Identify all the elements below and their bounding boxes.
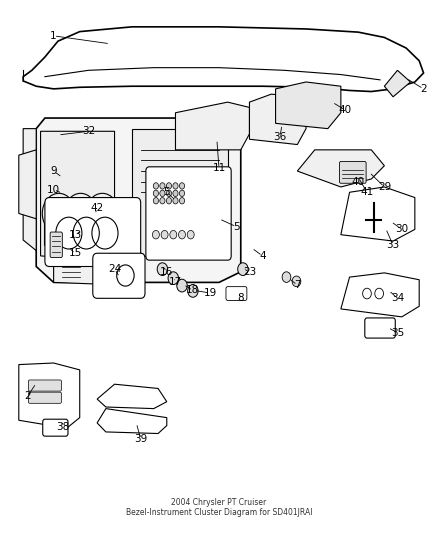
Circle shape: [170, 230, 177, 239]
Text: 36: 36: [273, 132, 286, 142]
Text: 35: 35: [391, 328, 404, 338]
Text: 2: 2: [420, 84, 427, 94]
Circle shape: [166, 190, 172, 197]
Circle shape: [238, 263, 248, 276]
Circle shape: [173, 190, 178, 197]
Text: 10: 10: [47, 184, 60, 195]
Text: 34: 34: [391, 293, 404, 303]
PathPatch shape: [276, 82, 341, 128]
Text: 16: 16: [160, 267, 173, 277]
Text: 5: 5: [233, 222, 240, 232]
Circle shape: [160, 183, 165, 189]
Circle shape: [153, 190, 159, 197]
PathPatch shape: [53, 256, 141, 285]
Text: 13: 13: [69, 230, 82, 240]
Circle shape: [160, 198, 165, 204]
Text: 33: 33: [386, 240, 400, 251]
PathPatch shape: [132, 128, 228, 256]
Circle shape: [180, 198, 185, 204]
PathPatch shape: [341, 187, 415, 241]
Text: 19: 19: [204, 288, 217, 298]
Text: 2004 Chrysler PT Cruiser
Bezel-Instrument Cluster Diagram for SD401JRAI: 2004 Chrysler PT Cruiser Bezel-Instrumen…: [126, 498, 312, 518]
Circle shape: [173, 198, 178, 204]
FancyBboxPatch shape: [28, 380, 61, 391]
Circle shape: [152, 230, 159, 239]
Circle shape: [157, 263, 168, 276]
PathPatch shape: [23, 128, 36, 251]
Circle shape: [168, 272, 179, 285]
Text: 9: 9: [50, 166, 57, 176]
FancyBboxPatch shape: [43, 419, 68, 436]
Text: 8: 8: [237, 293, 244, 303]
FancyBboxPatch shape: [365, 318, 395, 338]
PathPatch shape: [385, 70, 410, 97]
PathPatch shape: [23, 27, 424, 92]
PathPatch shape: [19, 363, 80, 428]
PathPatch shape: [297, 150, 385, 187]
Circle shape: [153, 198, 159, 204]
Text: 32: 32: [82, 126, 95, 136]
Circle shape: [173, 183, 178, 189]
FancyBboxPatch shape: [50, 232, 62, 257]
Circle shape: [166, 198, 172, 204]
Text: 7: 7: [294, 280, 300, 290]
Text: 1: 1: [50, 31, 57, 41]
Text: 38: 38: [56, 422, 69, 432]
Circle shape: [161, 230, 168, 239]
Text: 17: 17: [169, 277, 182, 287]
Circle shape: [179, 230, 185, 239]
Text: 23: 23: [243, 267, 256, 277]
Circle shape: [187, 230, 194, 239]
PathPatch shape: [176, 102, 250, 150]
Circle shape: [177, 279, 187, 292]
Text: 39: 39: [134, 434, 147, 444]
Bar: [44, 224, 55, 245]
PathPatch shape: [97, 384, 167, 409]
PathPatch shape: [19, 150, 36, 219]
FancyBboxPatch shape: [28, 392, 61, 403]
FancyBboxPatch shape: [45, 198, 141, 266]
Text: 41: 41: [360, 187, 374, 197]
Text: 4: 4: [259, 251, 266, 261]
Text: 42: 42: [91, 203, 104, 213]
Circle shape: [292, 276, 301, 287]
Text: 24: 24: [108, 264, 121, 274]
Text: 15: 15: [69, 248, 82, 259]
FancyBboxPatch shape: [226, 287, 247, 301]
PathPatch shape: [250, 94, 306, 144]
PathPatch shape: [36, 118, 241, 282]
Circle shape: [166, 183, 172, 189]
FancyBboxPatch shape: [93, 253, 145, 298]
Text: 29: 29: [378, 182, 391, 192]
FancyBboxPatch shape: [339, 161, 366, 183]
PathPatch shape: [41, 131, 115, 261]
Circle shape: [160, 190, 165, 197]
Text: 11: 11: [212, 164, 226, 173]
PathPatch shape: [97, 409, 167, 433]
Text: 40: 40: [352, 176, 365, 187]
Text: 40: 40: [339, 105, 352, 115]
Circle shape: [153, 183, 159, 189]
Text: 18: 18: [186, 285, 200, 295]
Circle shape: [282, 272, 291, 282]
FancyBboxPatch shape: [146, 167, 231, 260]
Text: 30: 30: [395, 224, 408, 235]
Circle shape: [180, 190, 185, 197]
Text: 2: 2: [24, 391, 31, 401]
Circle shape: [180, 183, 185, 189]
PathPatch shape: [341, 273, 419, 317]
Circle shape: [187, 285, 198, 297]
Text: 5: 5: [163, 187, 170, 197]
